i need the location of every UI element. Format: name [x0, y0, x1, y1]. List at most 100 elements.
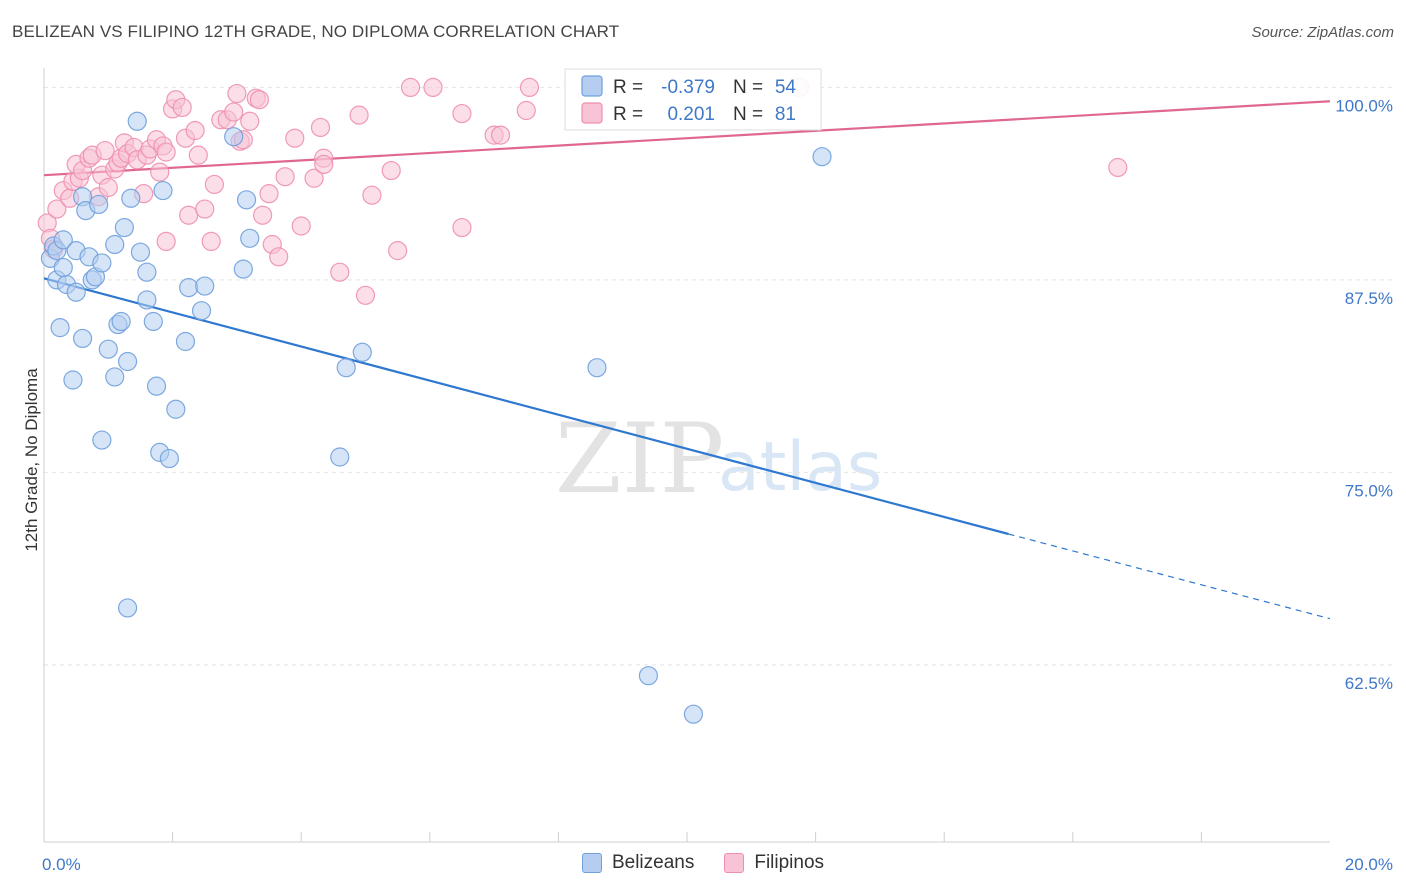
filipino-point [150, 162, 170, 182]
trendlines [43, 100, 1331, 620]
belizean-point [137, 290, 157, 310]
belizean-point [117, 598, 138, 618]
source-label: Source: ZipAtlas.com [1251, 24, 1394, 41]
filipino-point [349, 105, 369, 125]
belizean-point [53, 257, 73, 278]
filipino-point [275, 167, 295, 187]
filipino-trendline [43, 100, 1331, 177]
legend-swatch-belizeans [581, 853, 602, 873]
filipino-point [362, 185, 382, 205]
belizean-point [89, 194, 109, 215]
filipino-point [240, 111, 260, 131]
r-label-filipinos: R = [613, 104, 643, 125]
belizean-point [683, 704, 704, 724]
filipino-point [355, 285, 376, 305]
legend-stats-swatch-filipinos [581, 102, 603, 124]
legend-stats-box [564, 68, 822, 131]
filipino-point [224, 102, 244, 122]
belizean-point [98, 339, 118, 359]
filipino-point [516, 100, 536, 121]
filipino-point [156, 231, 176, 251]
belizean-point [143, 311, 163, 332]
filipino-point [291, 216, 311, 236]
n-value-belizeans: 54 [775, 77, 797, 98]
belizean-point [66, 282, 86, 302]
x-tick-label: 20.0% [1345, 855, 1393, 874]
belizean-point [587, 358, 607, 378]
filipino-point [1108, 157, 1128, 178]
legend-stats: R = -0.379 N = 54 R = 0.201 N = 81 [564, 68, 822, 131]
r-label-belizeans: R = [613, 77, 643, 98]
filipino-point [172, 97, 192, 118]
belizean-point [72, 328, 93, 349]
watermark: ZIP atlas [555, 403, 882, 515]
filipino-point [285, 128, 305, 148]
belizean-point [137, 262, 157, 282]
belizean-point [224, 127, 244, 147]
belizean-point [105, 234, 125, 255]
filipino-point [314, 154, 334, 174]
filipino-point [185, 120, 205, 141]
filipino-point [452, 103, 472, 124]
filipino-point [195, 199, 215, 219]
legend-stats-swatch-belizeans [581, 75, 603, 97]
belizean-point [117, 351, 138, 372]
legend-item-filipinos[interactable]: Filipinos [724, 852, 824, 874]
belizean-point [166, 399, 186, 419]
belizean-point [130, 242, 151, 262]
belizean-point [175, 331, 196, 352]
x-tick-label: 0.0% [42, 855, 81, 874]
n-label-belizeans: N = [733, 77, 763, 98]
axes: 100.0% 87.5% 75.0% 62.5% 0.0% 20.0% [42, 68, 1393, 874]
y-tick-label: 75.0% [1345, 481, 1393, 500]
filipino-point [204, 174, 224, 195]
filipino-point [227, 83, 247, 104]
n-label-filipinos: N = [733, 104, 763, 125]
y-tick-label: 62.5% [1345, 674, 1393, 693]
belizean-point [50, 318, 70, 338]
filipino-point [179, 205, 199, 225]
filipino-point [400, 77, 421, 98]
belizean-point [53, 230, 73, 250]
n-value-filipinos: 81 [775, 104, 796, 125]
filipino-point [452, 217, 472, 238]
filipino-point [47, 199, 67, 219]
filipino-point [519, 77, 540, 98]
y-tick-label: 100.0% [1335, 96, 1393, 115]
filipino-point [259, 184, 279, 204]
belizean-point [92, 430, 112, 450]
belizean-point [121, 188, 141, 208]
filipino-point [381, 160, 401, 181]
filipino-point [423, 77, 443, 98]
belizean-point [236, 190, 257, 210]
belizean-point [63, 370, 83, 390]
y-axis-label: 12th Grade, No Diploma [22, 368, 41, 552]
filipino-point [188, 145, 208, 165]
data-points [37, 77, 1128, 724]
belizean-point [114, 217, 134, 238]
filipino-point [156, 142, 176, 162]
belizean-point [127, 111, 147, 131]
belizean-point [146, 376, 167, 396]
filipino-point [310, 117, 331, 138]
belizean-point [111, 311, 131, 332]
filipino-point [269, 247, 289, 267]
belizean-point [352, 342, 372, 362]
legend-swatch-filipinos [724, 853, 745, 873]
belizean-point [638, 666, 659, 686]
filipino-point [330, 262, 350, 282]
belizean-point [330, 447, 350, 467]
filipino-point [388, 241, 408, 261]
belizean-trendline-extension [1008, 533, 1331, 620]
filipino-point [490, 125, 511, 145]
belizean-point [105, 367, 125, 387]
filipino-point [98, 177, 118, 198]
legend-item-belizeans[interactable]: Belizeans [581, 852, 694, 874]
filipino-point [304, 168, 324, 188]
legend-bottom: Belizeans Filipinos [0, 852, 1406, 874]
belizean-point [812, 147, 832, 167]
belizean-point [336, 358, 356, 378]
filipino-point [253, 205, 273, 225]
belizean-point [240, 228, 260, 248]
filipino-point [249, 90, 270, 110]
